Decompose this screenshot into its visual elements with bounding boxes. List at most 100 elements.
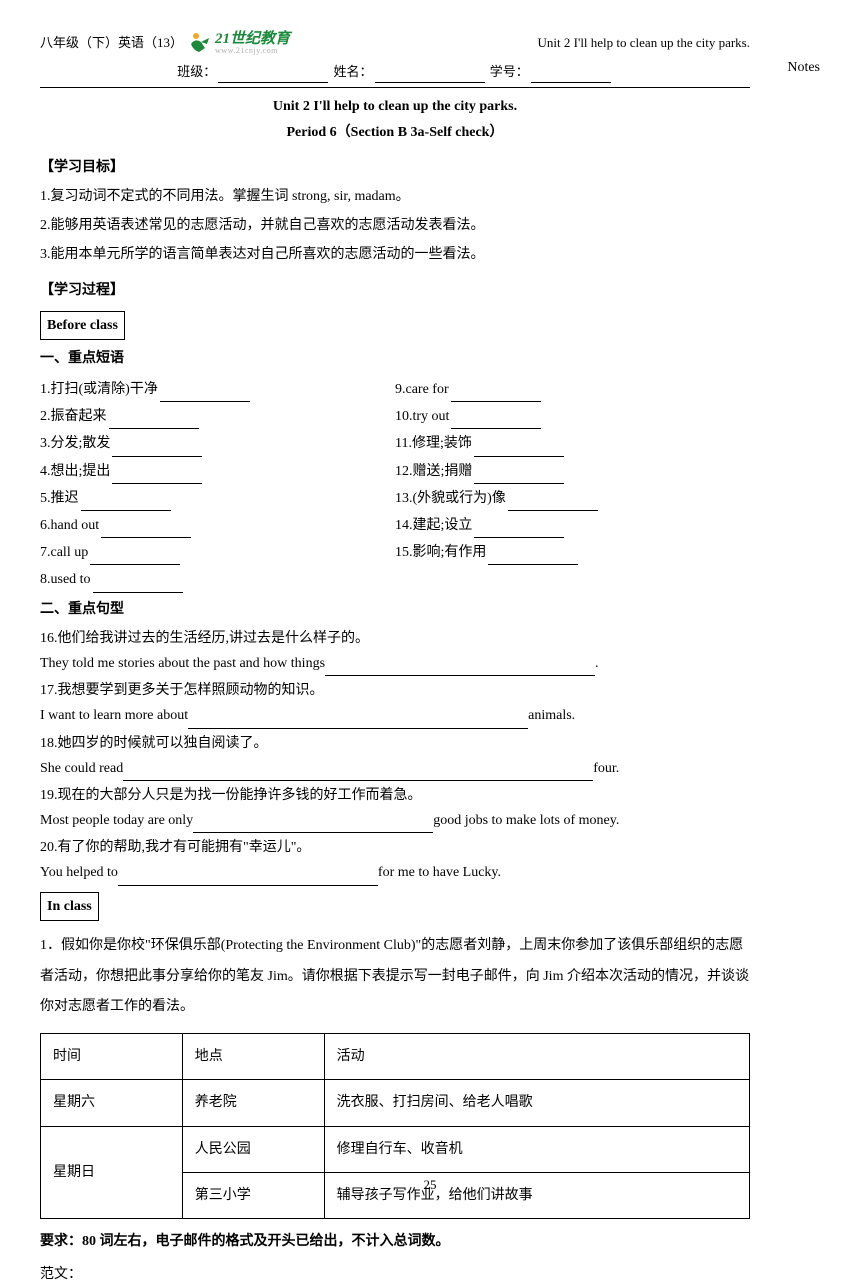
- phrase-7-blank[interactable]: [90, 549, 180, 565]
- logo-text: 21世纪教育 www.21cnjy.com: [215, 32, 290, 55]
- notes-label: Notes: [787, 55, 820, 80]
- writing-requirement: 要求：80 词左右，电子邮件的格式及开头已给出，不计入总词数。: [40, 1229, 750, 1254]
- sample-label: 范文：: [40, 1262, 750, 1287]
- phrase-3: 3.分发;散发: [40, 431, 395, 456]
- th-place: 地点: [182, 1034, 324, 1080]
- logo-sub: www.21cnjy.com: [215, 47, 290, 55]
- phrase-14-blank[interactable]: [474, 522, 564, 538]
- goal-2: 2.能够用英语表述常见的志愿活动，并就自己喜欢的志愿活动发表看法。: [40, 213, 750, 238]
- sentence-19-blank[interactable]: [193, 817, 433, 833]
- sentence-19-en: Most people today are only good jobs to …: [40, 808, 750, 833]
- grade-label: 八年级（下）英语（13）: [40, 31, 183, 54]
- sentence-18-en: She could read four.: [40, 756, 750, 781]
- goals-heading: 【学习目标】: [40, 155, 750, 180]
- name-blank[interactable]: [375, 67, 485, 83]
- class-blank[interactable]: [218, 67, 328, 83]
- sentence-16-zh: 16.他们给我讲过去的生活经历,讲过去是什么样子的。: [40, 626, 750, 651]
- phrase-8-blank[interactable]: [93, 577, 183, 593]
- phrase-4-blank[interactable]: [112, 468, 202, 484]
- sentence-19: 19.现在的大部分人只是为找一份能挣许多钱的好工作而着急。 Most peopl…: [40, 783, 750, 833]
- phrase-5-blank[interactable]: [81, 495, 171, 511]
- phrase-9: 9.care for: [395, 377, 750, 402]
- td-sun-place1: 人民公园: [182, 1126, 324, 1172]
- phrase-15-blank[interactable]: [488, 549, 578, 565]
- phrase-10-blank[interactable]: [451, 413, 541, 429]
- in-class-label: In class: [40, 892, 99, 921]
- sentence-18-blank[interactable]: [123, 765, 593, 781]
- sentence-16-en: They told me stories about the past and …: [40, 651, 750, 676]
- th-time: 时间: [41, 1034, 183, 1080]
- table-row-sat: 星期六 养老院 洗衣服、打扫房间、给老人唱歌: [41, 1080, 750, 1126]
- sentence-16: 16.他们给我讲过去的生活经历,讲过去是什么样子的。 They told me …: [40, 626, 750, 676]
- phrase-11: 11.修理;装饰: [395, 431, 750, 456]
- sentence-20-zh: 20.有了你的帮助,我才有可能拥有"幸运儿"。: [40, 835, 750, 860]
- title-block: Unit 2 I'll help to clean up the city pa…: [40, 94, 750, 144]
- phrase-10: 10.try out: [395, 404, 750, 429]
- sentence-17-en: I want to learn more aboutanimals.: [40, 703, 750, 728]
- unit-label: Unit 2 I'll help to clean up the city pa…: [538, 31, 750, 54]
- td-sun-act1: 修理自行车、收音机: [324, 1126, 749, 1172]
- sentence-18: 18.她四岁的时候就可以独自阅读了。 She could read four.: [40, 731, 750, 781]
- phrase-2: 2.振奋起来: [40, 404, 395, 429]
- goal-3: 3.能用本单元所学的语言简单表达对自己所喜欢的志愿活动的一些看法。: [40, 242, 750, 267]
- phrase-12: 12.赠送;捐赠: [395, 459, 750, 484]
- name-label: 姓名：: [333, 64, 372, 79]
- id-blank[interactable]: [531, 67, 611, 83]
- phrase-11-blank[interactable]: [474, 441, 564, 457]
- phrase-14: 14.建起;设立: [395, 513, 750, 538]
- phrase-9-blank[interactable]: [451, 386, 541, 402]
- table-row-sun1: 星期日 人民公园 修理自行车、收音机: [41, 1126, 750, 1172]
- phrase-13: 13.(外貌或行为)像: [395, 486, 750, 511]
- main-content: Unit 2 I'll help to clean up the city pa…: [40, 94, 750, 1287]
- sentence-20: 20.有了你的帮助,我才有可能拥有"幸运儿"。 You helped tofor…: [40, 835, 750, 885]
- phrases-heading: 一、重点短语: [40, 346, 750, 371]
- td-sat-act: 洗衣服、打扫房间、给老人唱歌: [324, 1080, 749, 1126]
- phrase-7: 7.call up: [40, 540, 395, 565]
- phrase-1: 1.打扫(或清除)干净: [40, 377, 395, 402]
- sentence-17: 17.我想要学到更多关于怎样照顾动物的知识。 I want to learn m…: [40, 678, 750, 728]
- sentence-19-zh: 19.现在的大部分人只是为找一份能挣许多钱的好工作而着急。: [40, 783, 750, 808]
- id-label: 学号：: [490, 64, 529, 79]
- sentence-17-zh: 17.我想要学到更多关于怎样照顾动物的知识。: [40, 678, 750, 703]
- td-sat-place: 养老院: [182, 1080, 324, 1126]
- writing-prompt: 1．假如你是你校"环保俱乐部(Protecting the Environmen…: [40, 931, 750, 1023]
- phrase-2-blank[interactable]: [109, 413, 199, 429]
- sentence-20-en: You helped tofor me to have Lucky.: [40, 860, 750, 885]
- sentence-16-blank[interactable]: [325, 660, 595, 676]
- phrase-6-blank[interactable]: [101, 522, 191, 538]
- phrase-4: 4.想出;提出: [40, 459, 395, 484]
- process-heading: 【学习过程】: [40, 278, 750, 303]
- title-line1: Unit 2 I'll help to clean up the city pa…: [40, 94, 750, 119]
- title-line2: Period 6（Section B 3a-Self check）: [40, 120, 750, 145]
- phrase-8: 8.used to: [40, 567, 395, 592]
- logo-main: 21世纪教育: [215, 32, 290, 47]
- table-header-row: 时间 地点 活动: [41, 1034, 750, 1080]
- sentence-18-zh: 18.她四岁的时候就可以独自阅读了。: [40, 731, 750, 756]
- phrase-13-blank[interactable]: [508, 495, 598, 511]
- sentence-20-blank[interactable]: [118, 870, 378, 886]
- student-fields: 班级： 姓名： 学号：: [40, 60, 750, 83]
- header-row: 八年级（下）英语（13） 21世纪教育 www.21cnjy.com Unit …: [40, 30, 750, 56]
- goal-1: 1.复习动词不定式的不同用法。掌握生词 strong, sir, madam。: [40, 184, 750, 209]
- goals-list: 1.复习动词不定式的不同用法。掌握生词 strong, sir, madam。 …: [40, 184, 750, 268]
- phrase-12-blank[interactable]: [474, 468, 564, 484]
- class-label: 班级：: [177, 64, 216, 79]
- phrases-columns: 1.打扫(或清除)干净 2.振奋起来 3.分发;散发 4.想出;提出 5.推迟 …: [40, 375, 750, 595]
- td-sat-time: 星期六: [41, 1080, 183, 1126]
- phrases-left: 1.打扫(或清除)干净 2.振奋起来 3.分发;散发 4.想出;提出 5.推迟 …: [40, 375, 395, 595]
- phrase-6: 6.hand out: [40, 513, 395, 538]
- phrase-1-blank[interactable]: [160, 386, 250, 402]
- sentence-17-blank[interactable]: [188, 713, 528, 729]
- before-class-label: Before class: [40, 311, 125, 340]
- header-divider: [40, 87, 750, 88]
- header-left: 八年级（下）英语（13） 21世纪教育 www.21cnjy.com: [40, 30, 290, 56]
- th-activity: 活动: [324, 1034, 749, 1080]
- phrase-3-blank[interactable]: [112, 441, 202, 457]
- page-number: 25: [0, 1173, 860, 1196]
- worksheet-content: 八年级（下）英语（13） 21世纪教育 www.21cnjy.com Unit …: [40, 30, 750, 88]
- phrases-right: 9.care for 10.try out 11.修理;装饰 12.赠送;捐赠 …: [395, 375, 750, 595]
- phrase-15: 15.影响;有作用: [395, 540, 750, 565]
- sentences-heading: 二、重点句型: [40, 597, 750, 622]
- logo-icon: [187, 30, 213, 56]
- logo-area: 21世纪教育 www.21cnjy.com: [187, 30, 290, 56]
